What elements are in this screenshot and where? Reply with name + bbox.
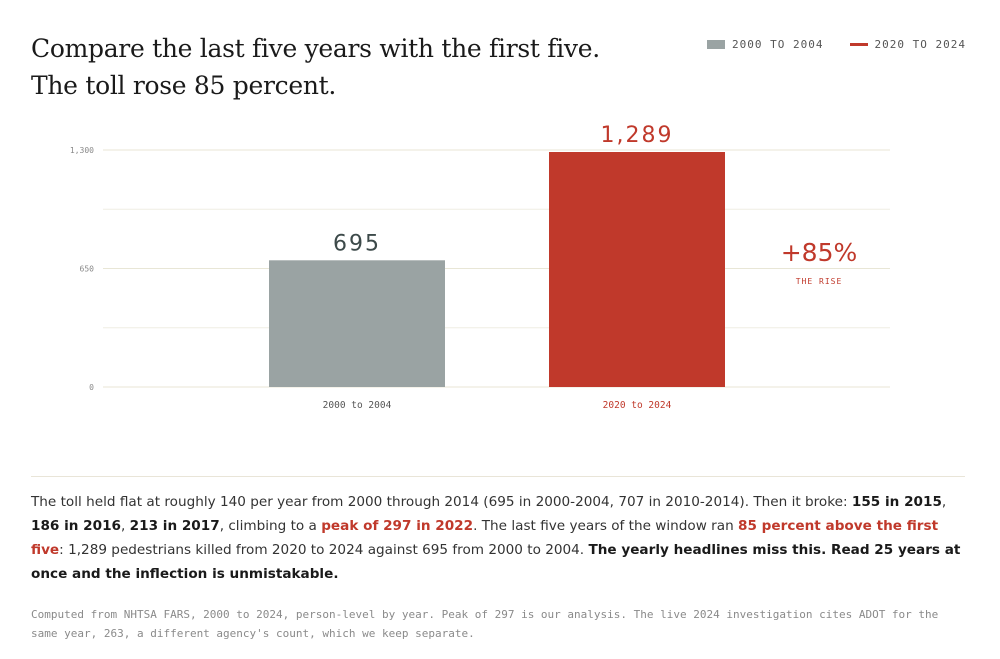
chart-title: Compare the last five years with the fir… (31, 34, 600, 100)
body-text-span: . The last five years of the window ran (473, 518, 739, 534)
body-text-span: The toll held flat at roughly 140 per ye… (31, 494, 852, 510)
body-bold-2017: 213 in 2017 (129, 518, 220, 534)
legend-swatch-red (849, 43, 868, 46)
legend-item-2000-2004: 2000 TO 2004 (707, 38, 823, 51)
body-text-span: : 1,289 pedestrians killed from 2020 to … (59, 542, 589, 558)
body-bold-conclusion: The yearly headlines miss this. Read 25 … (31, 542, 961, 582)
legend-label: 2000 TO 2004 (732, 38, 824, 51)
source-note: Computed from NHTSA FARS, 2000 to 2024, … (31, 608, 939, 640)
bar-value-label: 1,289 (601, 123, 674, 148)
rise-annotation-caption: THE RISE (796, 277, 843, 286)
legend-swatch-gray (707, 40, 726, 49)
bar-chart: 0 650 1,300 695 2000 to 2004 1,289 2020 to 202… (70, 123, 890, 411)
x-tick-label: 2000 to 2004 (323, 400, 392, 411)
body-text-span: , (121, 518, 130, 534)
body-paragraph: The toll held flat at roughly 140 per ye… (31, 490, 966, 586)
y-tick-label: 650 (80, 265, 95, 274)
y-tick-label: 0 (89, 383, 94, 392)
legend-item-2020-2024: 2020 TO 2024 (849, 38, 966, 51)
body-bold-2016: 186 in 2016 (31, 518, 122, 534)
body-highlight-peak: peak of 297 in 2022 (321, 518, 474, 534)
divider (31, 476, 965, 477)
bar-1 (549, 152, 725, 387)
body-text-span: , (941, 494, 947, 510)
legend-label: 2020 TO 2024 (874, 38, 966, 51)
bar-value-label: 695 (333, 231, 381, 256)
body-highlight-85-percent: 85 percent above the first five (31, 518, 939, 558)
y-tick-label: 1,300 (70, 146, 94, 155)
body-bold-2015: 155 in 2015 (851, 494, 942, 510)
rise-annotation-value: +85% (781, 238, 858, 267)
body-text-span: , climbing to a (219, 518, 322, 534)
x-tick-label: 2020 to 2024 (603, 400, 672, 411)
bar-0 (269, 260, 445, 387)
chart-legend: 2000 TO 2004 2020 TO 2024 (707, 38, 966, 51)
